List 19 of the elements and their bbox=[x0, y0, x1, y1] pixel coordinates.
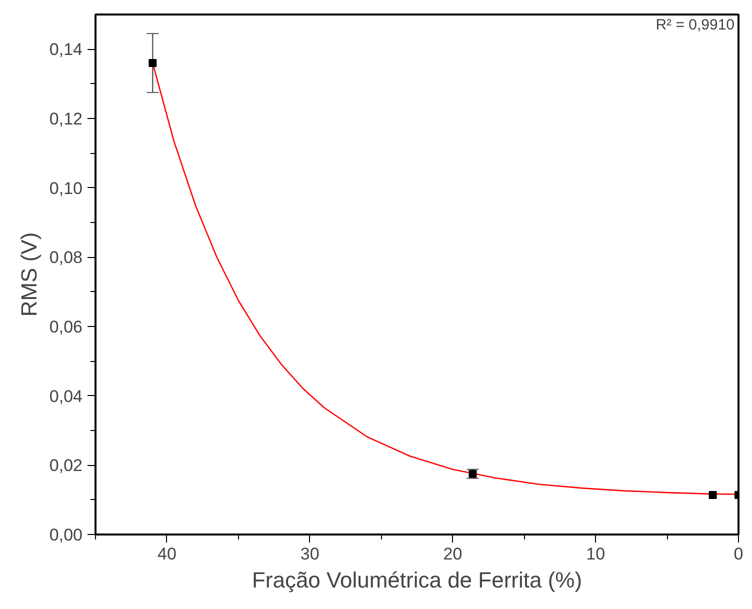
y-tick-label: 0,04 bbox=[49, 386, 83, 406]
x-tick-label: 30 bbox=[300, 544, 320, 564]
y-tick-label: 0,02 bbox=[49, 456, 83, 476]
x-tick-label: 0 bbox=[734, 544, 744, 564]
y-tick-label: 0,10 bbox=[49, 178, 83, 198]
y-tick-label: 0,00 bbox=[49, 526, 83, 544]
x-axis-title: Fração Volumétrica de Ferrita (%) bbox=[252, 568, 582, 592]
x-tick-label: 20 bbox=[443, 544, 462, 564]
y-tick-label: 0,14 bbox=[49, 40, 83, 60]
point bbox=[468, 470, 477, 478]
annotation: R² = 0,9910 bbox=[656, 16, 735, 34]
y-axis-title: RMS (V) bbox=[16, 232, 42, 317]
x-tick-label: 10 bbox=[586, 544, 606, 564]
y-tick-label: 0,08 bbox=[49, 248, 83, 268]
x-tick-label: 40 bbox=[157, 544, 176, 564]
point bbox=[708, 490, 717, 499]
point bbox=[148, 59, 157, 68]
y-tick-label: 0,06 bbox=[49, 318, 83, 336]
y-tick-label: 0,12 bbox=[49, 110, 83, 128]
